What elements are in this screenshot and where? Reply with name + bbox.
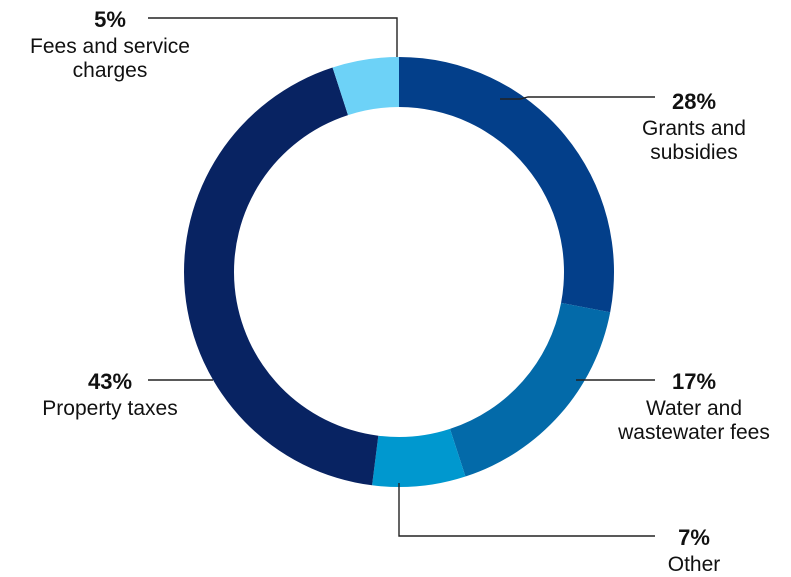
leader-line-other (399, 483, 655, 536)
slice-other (372, 429, 465, 487)
percent-label-fees-and-service-charges: 5% (94, 7, 126, 32)
slice-water-and-wastewater-fees (450, 303, 610, 477)
slice-grants-and-subsidies (399, 57, 614, 312)
category-label-property-taxes: Property taxes (42, 397, 177, 420)
percent-label-grants-and-subsidies: 28% (672, 89, 716, 114)
category-label-water-and-wastewater-fees: Water and wastewater fees (617, 397, 770, 444)
category-label-other: Other (668, 553, 721, 576)
percent-label-water-and-wastewater-fees: 17% (672, 369, 716, 394)
slice-property-taxes (184, 68, 378, 486)
percent-label-other: 7% (678, 525, 710, 550)
donut-slices (184, 57, 614, 487)
category-label-fees-and-service-charges: Fees and service charges (30, 35, 190, 82)
category-label-grants-and-subsidies: Grants and subsidies (642, 117, 746, 164)
percent-label-property-taxes: 43% (88, 369, 132, 394)
